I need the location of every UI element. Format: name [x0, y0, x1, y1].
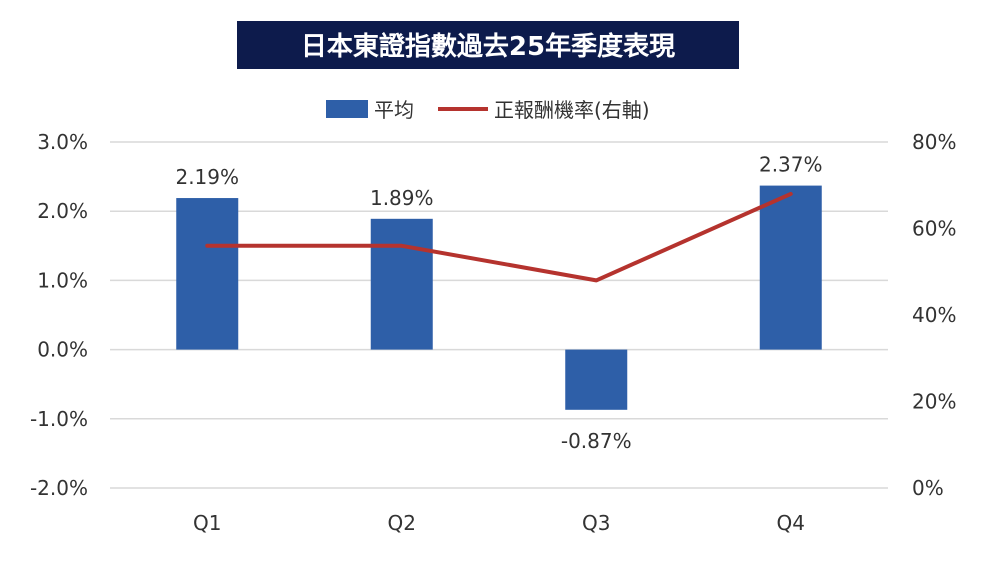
chart-title: 日本東證指數過去25年季度表現	[301, 31, 675, 62]
right-tick-label: 80%	[912, 130, 956, 154]
data-labels: 2.19% 1.89% -0.87% 2.37%	[175, 153, 822, 453]
line-series-path	[205, 191, 793, 283]
line-series	[205, 191, 793, 283]
bar-series	[176, 185, 822, 410]
category-label: Q3	[582, 511, 610, 535]
category-label: Q4	[777, 511, 805, 535]
left-tick-label: 0.0%	[37, 338, 88, 362]
right-axis: 0% 20% 40% 60% 80%	[912, 130, 956, 500]
bar	[176, 198, 239, 350]
right-tick-label: 60%	[912, 217, 956, 241]
legend-swatch-bar	[326, 100, 368, 118]
category-label: Q2	[388, 511, 416, 535]
left-tick-label: -2.0%	[30, 476, 88, 500]
left-tick-label: 1.0%	[37, 268, 88, 292]
chart-title-background	[237, 21, 739, 69]
left-tick-label: 3.0%	[37, 130, 88, 154]
bar-data-label: 1.89%	[370, 186, 434, 210]
bar	[370, 218, 433, 350]
legend: 平均 正報酬機率(右軸)	[326, 98, 650, 122]
right-tick-label: 40%	[912, 303, 956, 327]
category-label: Q1	[193, 511, 221, 535]
bar	[565, 349, 628, 410]
bar-data-label: 2.19%	[175, 165, 239, 189]
right-tick-label: 20%	[912, 390, 956, 414]
bar	[759, 185, 822, 350]
left-tick-label: 2.0%	[37, 199, 88, 223]
legend-label-bar: 平均	[374, 98, 414, 122]
legend-label-line: 正報酬機率(右軸)	[494, 98, 650, 122]
category-axis: Q1 Q2 Q3 Q4	[193, 511, 805, 535]
gridlines	[110, 141, 888, 489]
left-tick-label: -1.0%	[30, 407, 88, 431]
bar-data-label: -0.87%	[561, 429, 632, 453]
right-tick-label: 0%	[912, 476, 944, 500]
left-axis: -2.0% -1.0% 0.0% 1.0% 2.0% 3.0%	[30, 130, 88, 500]
bar-data-label: 2.37%	[759, 153, 823, 177]
